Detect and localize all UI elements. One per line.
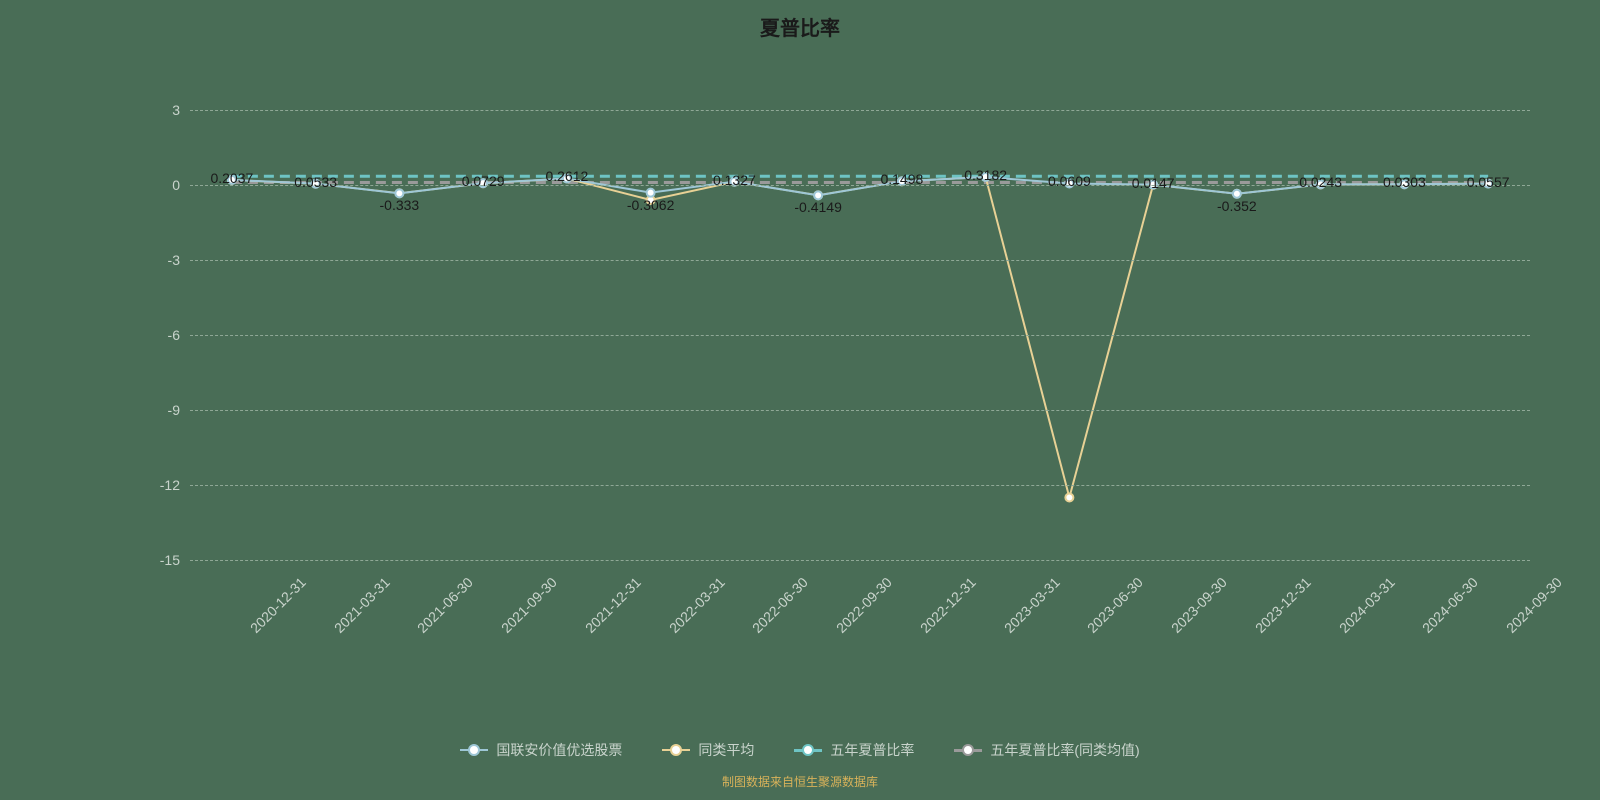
series-marker xyxy=(395,189,403,197)
x-tick-label: 2021-12-31 xyxy=(582,574,644,636)
y-tick-label: -12 xyxy=(140,477,180,493)
data-label: -0.3062 xyxy=(627,197,674,213)
x-tick-label: 2021-09-30 xyxy=(498,574,560,636)
gridline xyxy=(190,485,1530,486)
legend-item: 五年夏普比率(同类均值) xyxy=(954,740,1139,760)
legend-swatch-icon xyxy=(460,749,488,751)
data-label: 0.0557 xyxy=(1467,174,1510,190)
x-tick-label: 2023-09-30 xyxy=(1168,574,1230,636)
data-label: 0.0609 xyxy=(1048,173,1091,189)
data-label: 0.1327 xyxy=(713,172,756,188)
data-label: 0.0533 xyxy=(294,174,337,190)
x-tick-label: 2022-12-31 xyxy=(917,574,979,636)
series-line xyxy=(232,177,1488,498)
legend-label: 同类平均 xyxy=(698,740,754,760)
data-label: -0.333 xyxy=(380,197,420,213)
x-tick-label: 2021-06-30 xyxy=(414,574,476,636)
plot-area: 0.2037 0.0533 -0.333 0.0729 0.2612 -0.3062 0.1… xyxy=(190,110,1530,560)
data-label: -0.4149 xyxy=(794,199,841,215)
x-tick-label: 2023-06-30 xyxy=(1084,574,1146,636)
y-tick-label: -9 xyxy=(140,402,180,418)
y-tick-label: 3 xyxy=(140,102,180,118)
sharpe-ratio-chart: 夏普比率 0.2037 0.0533 -0.333 0.0729 0.2612 -0.30… xyxy=(0,0,1600,800)
x-tick-label: 2024-03-31 xyxy=(1336,574,1398,636)
legend-item: 五年夏普比率 xyxy=(794,740,914,760)
x-tick-label: 2023-03-31 xyxy=(1001,574,1063,636)
data-label: 0.0729 xyxy=(462,173,505,189)
y-tick-label: -3 xyxy=(140,252,180,268)
legend-swatch-icon xyxy=(954,749,982,752)
gridline xyxy=(190,560,1530,561)
data-label: 0.0303 xyxy=(1383,174,1426,190)
legend-label: 国联安价值优选股票 xyxy=(496,740,622,760)
legend-item: 国联安价值优选股票 xyxy=(460,740,622,760)
y-tick-label: -6 xyxy=(140,327,180,343)
y-tick-label: -15 xyxy=(140,552,180,568)
x-tick-label: 2024-06-30 xyxy=(1419,574,1481,636)
gridline xyxy=(190,260,1530,261)
x-tick-label: 2020-12-31 xyxy=(247,574,309,636)
data-label: 0.3182 xyxy=(964,167,1007,183)
x-tick-label: 2024-09-30 xyxy=(1503,574,1565,636)
chart-legend: 国联安价值优选股票 同类平均 五年夏普比率 五年夏普比率(同类均值) xyxy=(0,740,1600,760)
legend-item: 同类平均 xyxy=(662,740,754,760)
legend-label: 五年夏普比率(同类均值) xyxy=(990,740,1139,760)
y-tick-label: 0 xyxy=(140,177,180,193)
gridline xyxy=(190,410,1530,411)
series-marker xyxy=(814,191,822,199)
data-label: 0.2612 xyxy=(545,168,588,184)
legend-label: 五年夏普比率 xyxy=(830,740,914,760)
data-label: 0.0243 xyxy=(1299,174,1342,190)
data-label: 0.1498 xyxy=(880,171,923,187)
gridline xyxy=(190,335,1530,336)
data-label: 0.0147 xyxy=(1132,175,1175,191)
data-label: 0.2037 xyxy=(210,170,253,186)
series-marker xyxy=(647,189,655,197)
x-tick-label: 2022-03-31 xyxy=(666,574,728,636)
chart-footer: 制图数据来自恒生聚源数据库 xyxy=(0,773,1600,790)
x-tick-label: 2022-09-30 xyxy=(833,574,895,636)
gridline xyxy=(190,110,1530,111)
chart-title: 夏普比率 xyxy=(0,12,1600,41)
x-tick-label: 2022-06-30 xyxy=(749,574,811,636)
series-marker xyxy=(1233,190,1241,198)
legend-swatch-icon xyxy=(662,749,690,751)
data-label: -0.352 xyxy=(1217,198,1257,214)
x-tick-label: 2021-03-31 xyxy=(331,574,393,636)
x-tick-label: 2023-12-31 xyxy=(1252,574,1314,636)
series-marker xyxy=(1065,494,1073,502)
legend-swatch-icon xyxy=(794,749,822,752)
